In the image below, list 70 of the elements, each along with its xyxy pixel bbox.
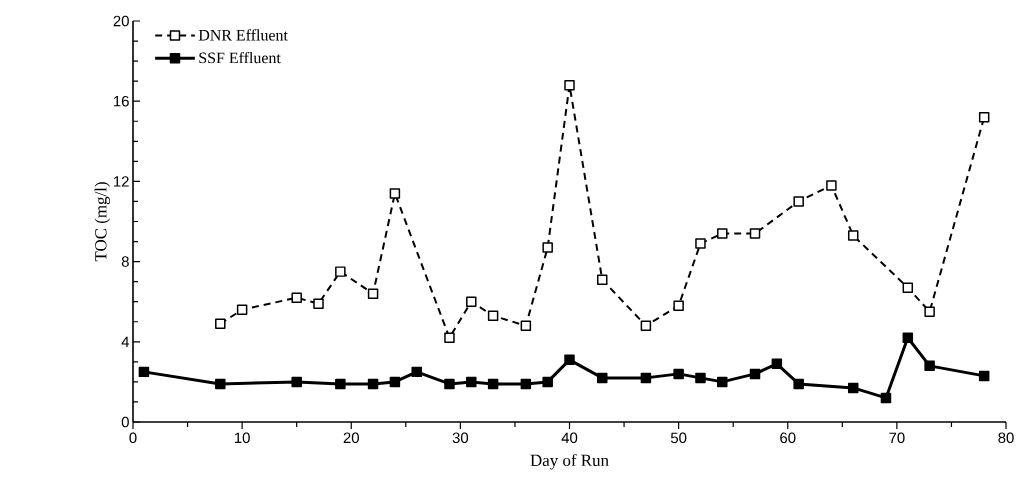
point	[236, 304, 248, 315]
y-tick-label: 12	[114, 176, 129, 187]
point	[520, 320, 532, 332]
x-tick-label: 30	[452, 432, 469, 444]
point	[902, 332, 914, 344]
point	[793, 196, 804, 207]
point	[542, 242, 553, 253]
point	[978, 111, 990, 123]
point	[335, 266, 346, 277]
point	[291, 376, 302, 388]
legend-label: SSF Effluent	[199, 51, 281, 64]
point	[749, 368, 761, 380]
point	[826, 180, 837, 191]
x-tick-label: 10	[234, 432, 250, 444]
point	[717, 228, 728, 239]
point	[793, 378, 804, 390]
legend-label: DNR Effluent	[198, 29, 288, 41]
x-tick-label: 70	[889, 432, 905, 444]
x-tick-label: 20	[343, 432, 359, 444]
point	[466, 376, 477, 388]
point	[564, 79, 575, 91]
point	[596, 372, 608, 384]
x-tick-label: 0	[129, 432, 137, 444]
point	[389, 376, 401, 388]
point	[520, 378, 532, 390]
point	[138, 366, 150, 378]
point	[411, 366, 422, 378]
point	[313, 298, 324, 309]
point	[367, 378, 379, 390]
y-axis-title: TOC (mg/l)	[94, 182, 111, 262]
y-tick-label: 4	[121, 336, 130, 347]
x-axis-title: Day of Run	[530, 453, 609, 470]
x-tick-label: 40	[561, 432, 578, 444]
point	[695, 372, 706, 384]
x-tick-label: 80	[998, 432, 1014, 444]
point	[542, 376, 553, 388]
point	[564, 354, 575, 366]
point	[847, 230, 859, 241]
point	[389, 188, 401, 199]
x-tick-label: 50	[670, 432, 687, 444]
point	[215, 378, 226, 390]
y-tick-label: 20	[113, 15, 129, 27]
x-tick-label: 60	[780, 432, 796, 444]
point	[847, 382, 859, 394]
point	[291, 292, 302, 303]
point	[335, 378, 346, 390]
point	[640, 320, 652, 332]
point	[673, 368, 684, 380]
point	[749, 228, 761, 239]
point	[215, 318, 226, 329]
point	[717, 376, 728, 388]
point	[596, 274, 608, 285]
point	[695, 238, 706, 249]
point	[487, 378, 499, 390]
point	[444, 332, 455, 344]
point	[466, 296, 477, 307]
point	[444, 378, 455, 390]
point	[924, 306, 935, 317]
point	[367, 288, 379, 299]
point	[771, 358, 783, 370]
point	[880, 392, 892, 404]
y-tick-label: 16	[114, 95, 129, 107]
point	[487, 310, 499, 321]
point	[978, 370, 990, 382]
y-tick-label: 0	[121, 416, 129, 428]
point	[673, 300, 684, 311]
point	[902, 282, 914, 293]
point	[640, 372, 652, 384]
y-tick-label: 8	[121, 256, 129, 267]
point	[924, 360, 935, 372]
